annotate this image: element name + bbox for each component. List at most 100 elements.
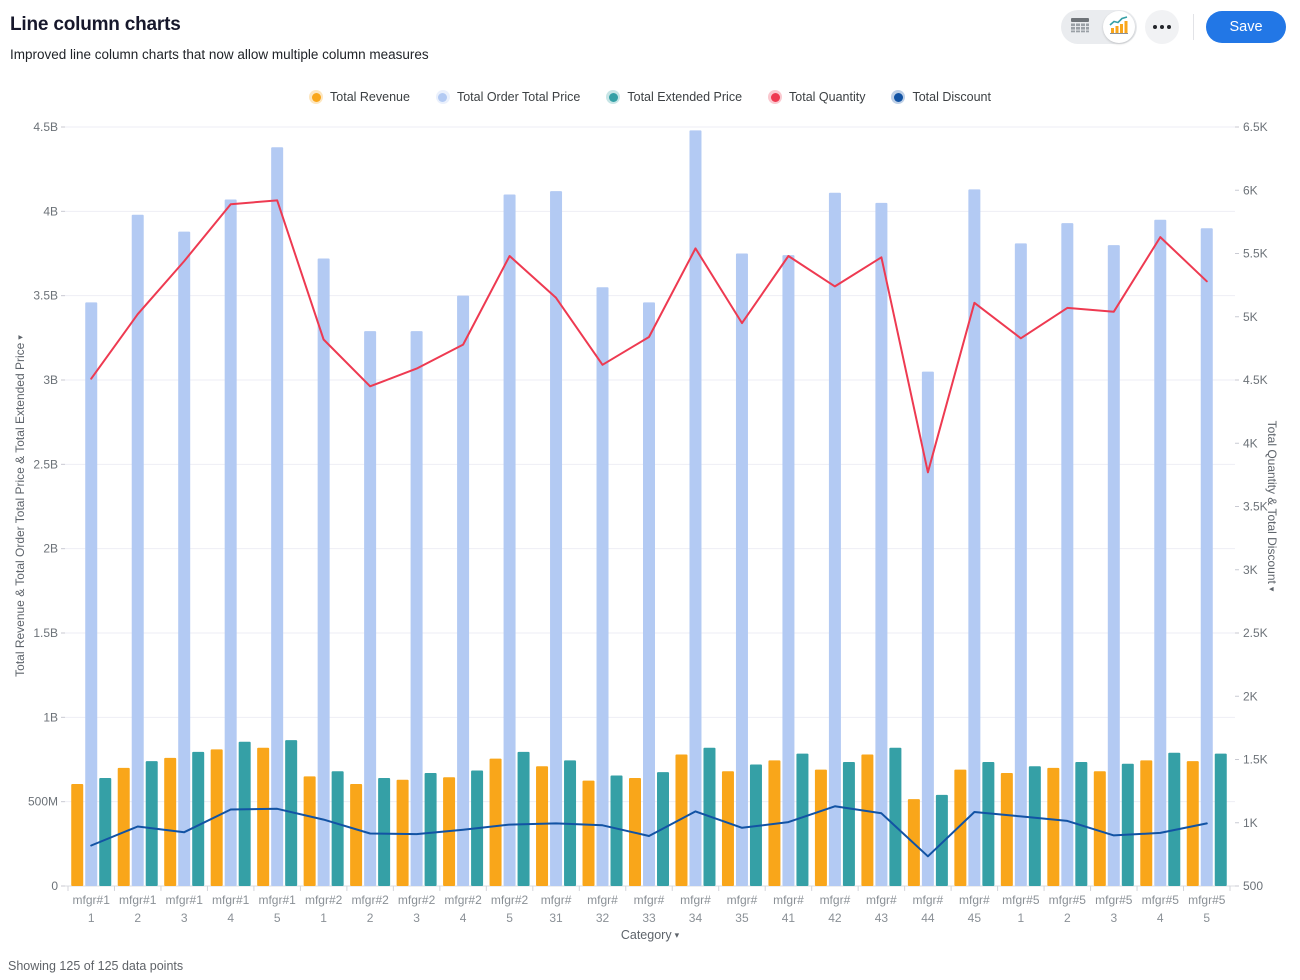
bar[interactable] (210, 749, 223, 886)
bar[interactable] (1093, 771, 1106, 886)
bar[interactable] (968, 189, 981, 886)
bar[interactable] (424, 772, 437, 886)
save-button[interactable]: Save (1206, 11, 1286, 43)
x-axis-tick-label: mfgr#1 (73, 893, 111, 907)
bar[interactable] (1075, 762, 1088, 886)
bar[interactable] (721, 771, 734, 886)
table-view-button[interactable] (1063, 10, 1097, 44)
bar[interactable] (271, 147, 284, 887)
bar[interactable] (814, 769, 827, 886)
x-axis-tick-label: mfgr#5 (1049, 893, 1087, 907)
bar[interactable] (503, 194, 516, 886)
bar[interactable] (536, 766, 549, 886)
bar[interactable] (317, 258, 330, 886)
legend-marker-icon (891, 90, 906, 104)
bar[interactable] (1154, 219, 1167, 886)
bar[interactable] (982, 762, 995, 886)
bar[interactable] (99, 778, 112, 886)
bar[interactable] (1014, 243, 1027, 886)
bar[interactable] (1214, 753, 1227, 886)
x-axis-tick-label: 4 (227, 911, 234, 925)
bar[interactable] (489, 758, 502, 886)
bar[interactable] (517, 751, 530, 886)
bar[interactable] (861, 754, 874, 886)
legend-item[interactable]: Total Quantity (768, 90, 865, 104)
x-axis-title[interactable]: Category ▾ (620, 928, 680, 942)
bar[interactable] (178, 231, 191, 886)
bar[interactable] (550, 191, 563, 887)
x-axis-tick-label: 33 (642, 911, 656, 925)
bar[interactable] (131, 214, 144, 886)
bar[interactable] (238, 741, 251, 886)
bar[interactable] (117, 767, 130, 886)
right-axis-tick-label: 5.5K (1243, 247, 1268, 261)
legend-item[interactable]: Total Order Total Price (435, 90, 581, 104)
bar[interactable] (350, 783, 363, 886)
bar[interactable] (643, 302, 655, 886)
legend-item[interactable]: Total Revenue (309, 90, 410, 104)
bar[interactable] (1200, 228, 1213, 886)
left-axis-tick-label: 4.5B (33, 120, 58, 134)
bar[interactable] (796, 753, 809, 886)
legend-marker-icon (768, 90, 783, 104)
bar[interactable] (1121, 763, 1134, 886)
x-axis-tick-label: mfgr# (680, 893, 711, 907)
bar[interactable] (71, 783, 84, 886)
bar[interactable] (1168, 752, 1181, 886)
bar[interactable] (457, 295, 470, 887)
x-axis-labels: mfgr#11mfgr#12mfgr#13mfgr#14mfgr#15mfgr#… (73, 893, 1226, 925)
more-options-button[interactable] (1145, 10, 1179, 44)
bar[interactable] (842, 762, 855, 886)
x-axis-tick-label: mfgr# (959, 893, 990, 907)
x-axis-tick-label: 43 (875, 911, 889, 925)
bar[interactable] (396, 779, 409, 886)
bar[interactable] (145, 761, 158, 886)
legend-item[interactable]: Total Extended Price (606, 90, 742, 104)
x-axis-tick-label: mfgr#1 (258, 893, 296, 907)
bar[interactable] (1186, 761, 1199, 886)
dropdown-arrow-icon: ▾ (674, 930, 680, 940)
right-axis-title[interactable]: Total Quantity & Total Discount▾ (1265, 420, 1279, 592)
bar[interactable] (1140, 760, 1153, 886)
bar[interactable] (1107, 245, 1120, 887)
bar[interactable] (257, 747, 270, 886)
bar[interactable] (1061, 223, 1074, 886)
bar[interactable] (378, 778, 391, 886)
bar[interactable] (582, 780, 595, 886)
legend-item[interactable]: Total Discount (891, 90, 991, 104)
right-axis-tick-label: 3K (1243, 563, 1258, 577)
bar[interactable] (828, 192, 841, 886)
bar[interactable] (610, 775, 623, 886)
bar[interactable] (875, 202, 888, 886)
bar[interactable] (935, 794, 948, 886)
x-axis-tick-label: mfgr#1 (212, 893, 250, 907)
x-axis-tick-label: mfgr# (587, 893, 618, 907)
bar[interactable] (1047, 767, 1060, 886)
bar[interactable] (192, 751, 205, 886)
legend-label: Total Order Total Price (456, 90, 581, 104)
bar[interactable] (889, 747, 902, 886)
bar[interactable] (1028, 766, 1041, 886)
bar[interactable] (85, 302, 98, 886)
bar[interactable] (921, 371, 934, 887)
bar[interactable] (1000, 772, 1013, 886)
line-total-discount[interactable] (90, 805, 1208, 858)
bar[interactable] (675, 754, 688, 886)
bar[interactable] (303, 776, 316, 886)
bar[interactable] (735, 253, 748, 887)
bar[interactable] (224, 199, 237, 886)
bar[interactable] (410, 331, 423, 886)
bar[interactable] (596, 287, 609, 886)
bar[interactable] (954, 769, 967, 886)
bar[interactable] (164, 757, 177, 886)
chart-plot: 0 500M 1B 1.5B 2B 2.5B 3B 3.5B 4B 4.5B 500 1K 1.5K 2K… (28, 120, 1268, 925)
chart-view-button[interactable] (1103, 11, 1135, 43)
bar[interactable] (364, 331, 377, 886)
table-icon (1070, 17, 1090, 38)
bar[interactable] (689, 130, 702, 886)
right-axis-labels: 500 1K 1.5K 2K 2.5K 3K 3.5K 4K 4.5K 5K 5.5K 6K 6.5K (1243, 120, 1268, 893)
line-total-quantity[interactable] (90, 199, 1208, 474)
bar[interactable] (331, 771, 344, 886)
left-axis-title[interactable]: Total Revenue & Total Order Total Price … (13, 335, 27, 677)
bar[interactable] (782, 255, 795, 887)
